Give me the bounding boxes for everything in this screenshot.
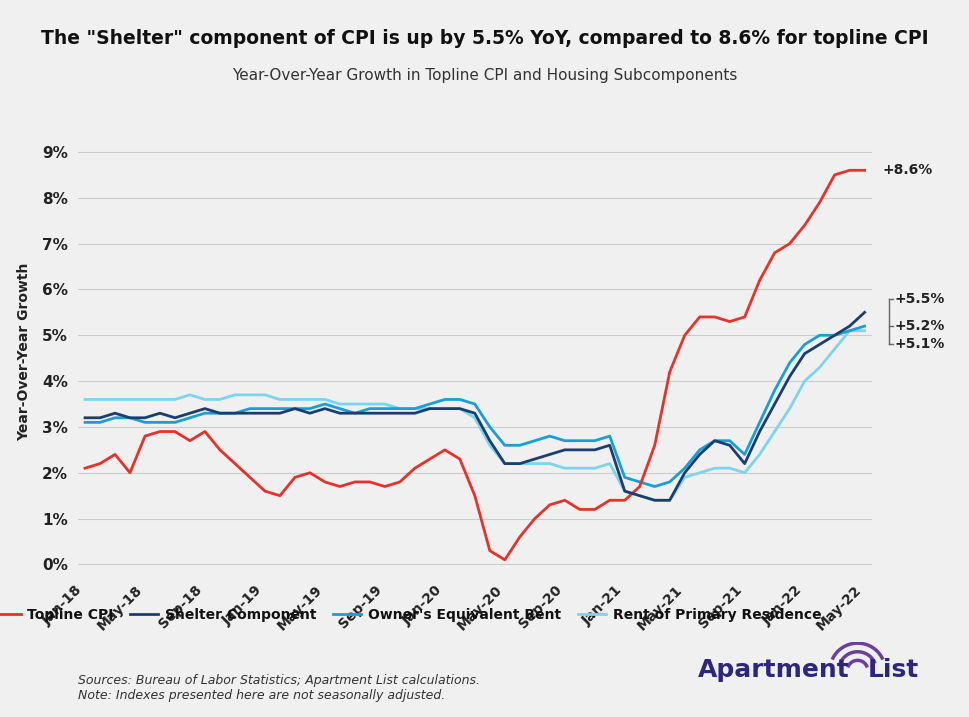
Text: +5.1%: +5.1% xyxy=(894,338,945,351)
Text: Year-Over-Year Growth in Topline CPI and Housing Subcomponents: Year-Over-Year Growth in Topline CPI and… xyxy=(232,68,737,83)
Text: +5.5%: +5.5% xyxy=(894,292,945,305)
Text: List: List xyxy=(867,658,919,683)
Text: Sources: Bureau of Labor Statistics; Apartment List calculations.
Note: Indexes : Sources: Bureau of Labor Statistics; Apa… xyxy=(78,674,480,702)
Legend: Topline CPI, Shelter Component, Owner's Equivalent Rent, Rent of Primary Residen: Topline CPI, Shelter Component, Owner's … xyxy=(0,602,827,627)
Text: +5.2%: +5.2% xyxy=(894,319,945,333)
Text: +8.6%: +8.6% xyxy=(883,163,933,177)
Text: The "Shelter" component of CPI is up by 5.5% YoY, compared to 8.6% for topline C: The "Shelter" component of CPI is up by … xyxy=(41,29,928,47)
Text: Apartment: Apartment xyxy=(698,658,850,683)
Y-axis label: Year-Over-Year Growth: Year-Over-Year Growth xyxy=(16,262,31,440)
